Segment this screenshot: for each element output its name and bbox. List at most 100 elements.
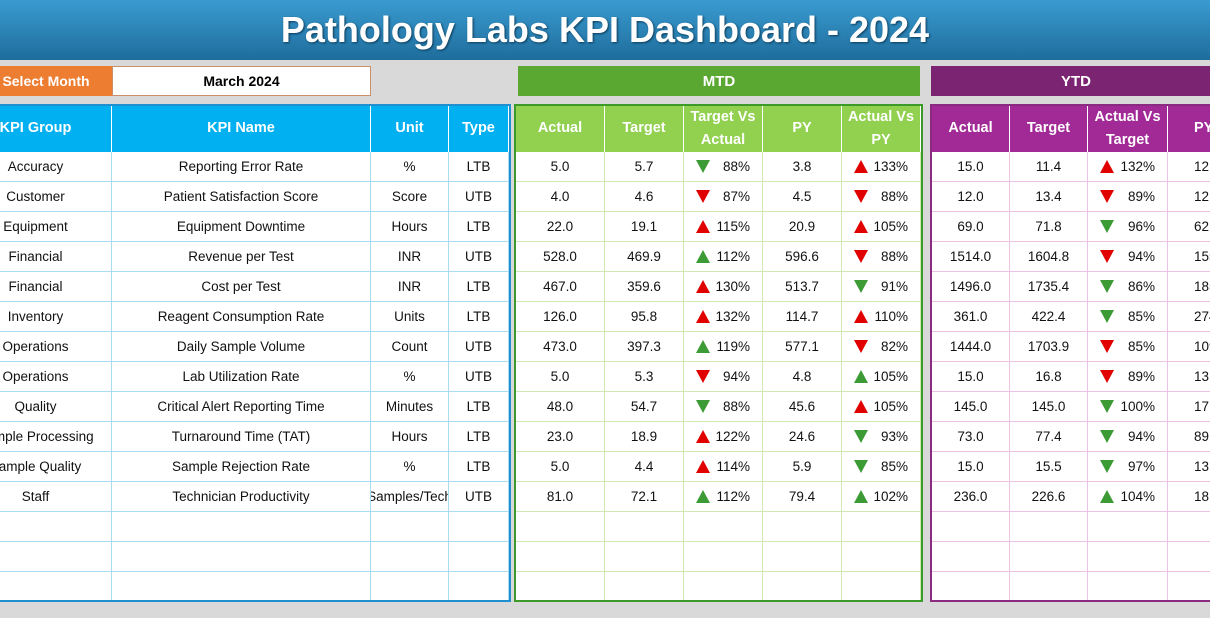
percent-text: 88%	[722, 159, 750, 174]
table-cell: 62	[1168, 212, 1210, 242]
table-cell: 5.9	[763, 452, 842, 482]
table-cell	[605, 542, 684, 572]
table-cell: 23.0	[516, 422, 605, 452]
table-cell: 528.0	[516, 242, 605, 272]
percent-text: 100%	[1120, 399, 1155, 414]
status-icon-shape	[696, 400, 710, 413]
status-icon-shape	[696, 490, 710, 503]
table-cell: 1496.0	[932, 272, 1010, 302]
table-cell: 104%	[1088, 482, 1168, 512]
status-icon	[854, 220, 868, 233]
table-cell: Operations	[0, 332, 112, 362]
table-cell	[1010, 512, 1088, 542]
status-icon-shape	[696, 340, 710, 353]
table-cell: INR	[371, 242, 449, 272]
percent-text: 119%	[716, 339, 750, 354]
table-cell: 1444.0	[932, 332, 1010, 362]
table-cell: 86%	[1088, 272, 1168, 302]
table-cell: 13.4	[1010, 182, 1088, 212]
table-cell: 4.5	[763, 182, 842, 212]
percent-text: 94%	[1127, 429, 1155, 444]
table-cell	[932, 512, 1010, 542]
dashboard-title: Pathology Labs KPI Dashboard - 2024	[0, 0, 1210, 60]
table-cell: LTB	[449, 272, 509, 302]
column-header: Actual	[932, 105, 1010, 152]
table-cell: LTB	[449, 302, 509, 332]
table-cell: 467.0	[516, 272, 605, 302]
filter-label: Select Month	[0, 66, 112, 96]
table-cell: Sample Processing	[0, 422, 112, 452]
table-cell	[684, 542, 763, 572]
status-icon	[696, 340, 710, 353]
status-icon-shape	[854, 190, 868, 203]
status-icon	[854, 250, 868, 263]
table-cell: Revenue per Test	[112, 242, 371, 272]
table-cell: 105%	[842, 392, 921, 422]
table-cell: 122%	[684, 422, 763, 452]
table-cell: 15.5	[1010, 452, 1088, 482]
table-cell: Patient Satisfaction Score	[112, 182, 371, 212]
table-cell: 115%	[684, 212, 763, 242]
percent-text: 105%	[873, 369, 908, 384]
table-cell: 473.0	[516, 332, 605, 362]
table-cell: 577.1	[763, 332, 842, 362]
table-cell	[684, 512, 763, 542]
table-cell	[1088, 512, 1168, 542]
status-icon-shape	[696, 250, 710, 263]
table-cell	[371, 542, 449, 572]
table-cell: 4.0	[516, 182, 605, 212]
table-cell: Technician Productivity	[112, 482, 371, 512]
table-cell: Cost per Test	[112, 272, 371, 302]
percent-text: 112%	[716, 489, 750, 504]
table-cell	[112, 512, 371, 542]
table-cell: 1735.4	[1010, 272, 1088, 302]
status-icon	[854, 310, 868, 323]
table-cell: 1703.9	[1010, 332, 1088, 362]
status-icon-shape	[1100, 280, 1114, 293]
status-icon	[1100, 310, 1114, 323]
table-cell: UTB	[449, 362, 509, 392]
table-cell: 130%	[684, 272, 763, 302]
table-cell: 12	[1168, 152, 1210, 182]
percent-text: 110%	[874, 309, 908, 324]
table-cell: Reagent Consumption Rate	[112, 302, 371, 332]
table-cell: 85%	[1088, 302, 1168, 332]
table-cell: 18.9	[605, 422, 684, 452]
table-cell: 22.0	[516, 212, 605, 242]
status-icon-shape	[854, 400, 868, 413]
table-cell: 132%	[684, 302, 763, 332]
percent-text: 88%	[722, 399, 750, 414]
percent-text: 112%	[716, 249, 750, 264]
month-select[interactable]: March 2024	[112, 66, 371, 96]
status-icon-shape	[696, 430, 710, 443]
table-cell: 1097	[1168, 332, 1210, 362]
status-icon	[696, 400, 710, 413]
table-cell	[842, 512, 921, 542]
table-cell: %	[371, 152, 449, 182]
status-icon	[1100, 250, 1114, 263]
status-icon-shape	[1100, 370, 1114, 383]
table-cell: 112%	[684, 242, 763, 272]
status-icon-shape	[1100, 340, 1114, 353]
table-cell: 48.0	[516, 392, 605, 422]
table-cell: 89%	[1088, 182, 1168, 212]
status-icon	[854, 280, 868, 293]
status-icon-shape	[854, 280, 868, 293]
status-icon-shape	[1100, 460, 1114, 473]
status-icon	[1100, 400, 1114, 413]
status-icon	[696, 430, 710, 443]
percent-text: 88%	[880, 249, 908, 264]
table-cell	[763, 572, 842, 602]
table-cell: 100%	[1088, 392, 1168, 422]
table-cell: 145.0	[1010, 392, 1088, 422]
table-cell: 73.0	[932, 422, 1010, 452]
percent-text: 132%	[1120, 159, 1155, 174]
table-cell: 94%	[1088, 242, 1168, 272]
table-cell: 359.6	[605, 272, 684, 302]
table-cell: 1853	[1168, 272, 1210, 302]
status-icon-shape	[696, 460, 710, 473]
percent-text: 93%	[880, 429, 908, 444]
table-cell	[1010, 542, 1088, 572]
status-icon	[854, 370, 868, 383]
status-icon-shape	[1100, 490, 1114, 503]
